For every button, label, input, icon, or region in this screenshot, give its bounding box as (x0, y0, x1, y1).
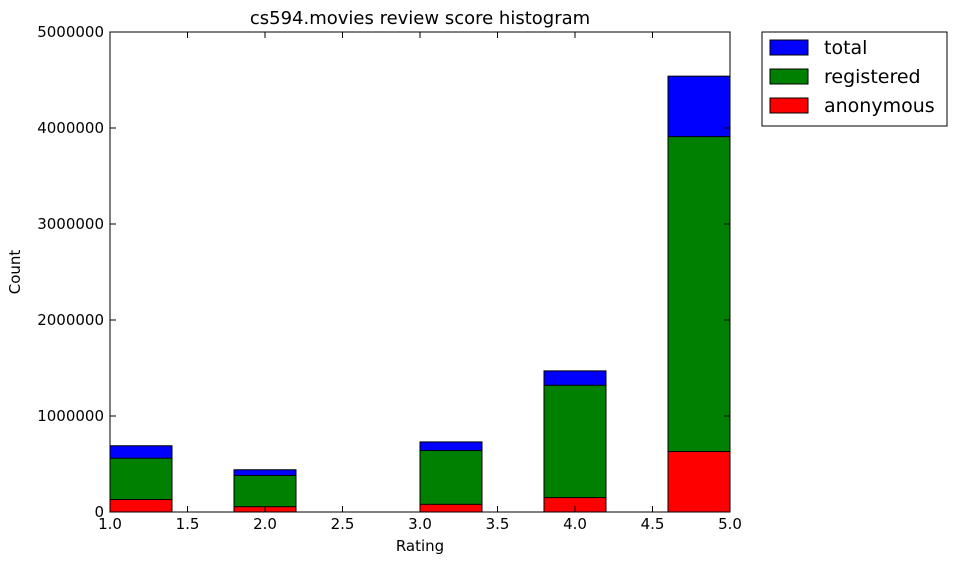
bar-registered-4 (543, 384, 607, 513)
x-tick-label: 1.0 (98, 515, 122, 533)
legend-label-total: total (824, 37, 867, 59)
y-tick-label: 1000000 (37, 407, 104, 425)
legend: total registered anonymous (761, 31, 948, 127)
bar-registered-3 (419, 450, 483, 513)
x-tick-label: 2.5 (331, 515, 355, 533)
legend-label-registered: registered (824, 66, 921, 88)
legend-swatch-anonymous (769, 97, 809, 114)
x-tick-label: 4.5 (641, 515, 665, 533)
bar-anonymous-1 (109, 499, 173, 513)
y-axis-label: Count (6, 250, 24, 295)
chart-title: cs594.movies review score histogram (250, 8, 590, 29)
x-axis-label: Rating (396, 537, 444, 555)
plot-area-frame (109, 31, 731, 513)
bars-layer (109, 75, 731, 513)
y-tick-label: 0 (94, 503, 104, 521)
x-tick-label: 3.5 (486, 515, 510, 533)
y-tick-label: 3000000 (37, 215, 104, 233)
x-tick-label: 3.0 (408, 515, 432, 533)
bar-anonymous-5 (667, 451, 731, 513)
x-tick-label: 2.0 (253, 515, 277, 533)
bar-registered-5 (667, 136, 731, 513)
x-tick-label: 1.5 (176, 515, 200, 533)
bar-anonymous-3 (419, 503, 483, 513)
axis-ticks: 1.0 1.5 2.0 2.5 3.0 3.5 4.0 4.5 5.0 0 1000000 20000… (37, 23, 742, 533)
legend-swatch-total (769, 39, 809, 56)
legend-swatch-registered (769, 68, 809, 85)
y-tick-label: 4000000 (37, 119, 104, 137)
x-tick-label: 5.0 (718, 515, 742, 533)
y-tick-label: 5000000 (37, 23, 104, 41)
y-tick-label: 2000000 (37, 311, 104, 329)
legend-label-anonymous: anonymous (824, 95, 935, 117)
x-tick-label: 4.0 (563, 515, 587, 533)
